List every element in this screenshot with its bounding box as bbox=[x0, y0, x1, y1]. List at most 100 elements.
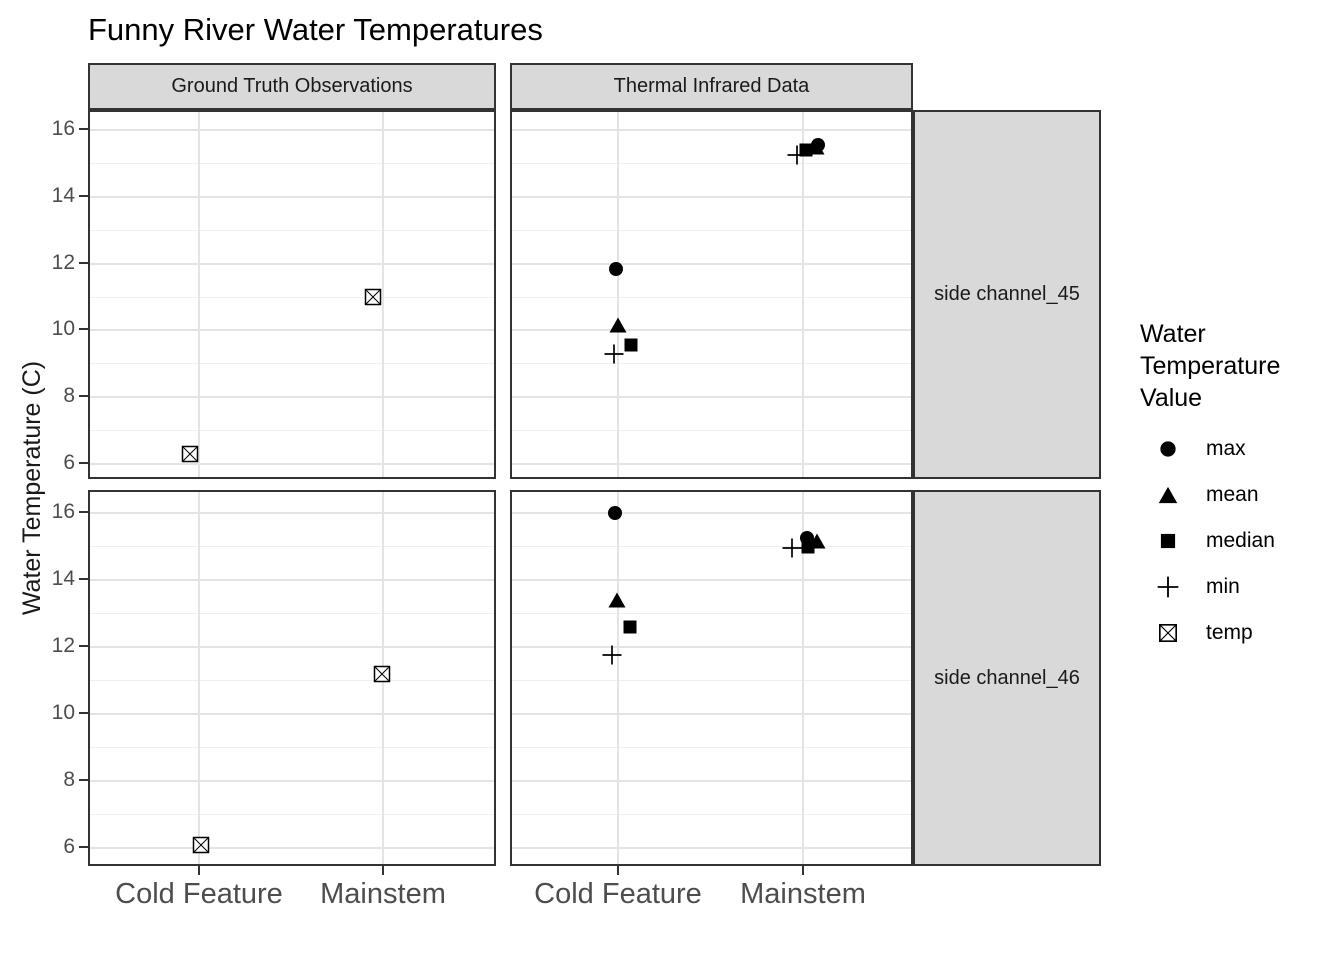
legend-item-label: mean bbox=[1206, 483, 1259, 506]
point-min bbox=[781, 537, 803, 559]
gridline-major bbox=[90, 396, 494, 399]
legend-item-label: min bbox=[1206, 575, 1240, 598]
y-tick-label: 8 bbox=[63, 768, 75, 791]
gridline-minor bbox=[90, 162, 494, 164]
point-max bbox=[604, 502, 626, 524]
x-axis-tick bbox=[617, 866, 619, 875]
panel-thermal-infrared-side-channel-45 bbox=[510, 110, 913, 479]
gridline-minor bbox=[512, 296, 911, 298]
y-tick-label: 6 bbox=[63, 835, 75, 858]
facet-strip-row-label: side channel_45 bbox=[934, 283, 1080, 305]
panel-thermal-infrared-side-channel-46 bbox=[510, 490, 913, 866]
gridline-minor bbox=[512, 747, 911, 748]
gridline-minor bbox=[90, 814, 494, 815]
y-axis-tick bbox=[79, 395, 88, 398]
y-tick-label: 16 bbox=[51, 117, 75, 140]
point-mean bbox=[806, 530, 828, 552]
point-median bbox=[620, 334, 642, 356]
gridline-major bbox=[90, 195, 494, 198]
gridline-major bbox=[90, 646, 494, 648]
y-axis-tick bbox=[79, 712, 88, 714]
plot-title: Funny River Water Temperatures bbox=[88, 12, 543, 47]
gridline-major bbox=[512, 129, 911, 131]
gridline-minor bbox=[90, 363, 494, 365]
legend-item-median: median bbox=[1140, 518, 1275, 564]
gridline-major bbox=[90, 579, 494, 581]
y-axis-tick bbox=[79, 328, 88, 331]
cross-square-icon bbox=[1156, 621, 1180, 645]
gridline-major-vertical bbox=[382, 112, 384, 477]
gridline-minor bbox=[512, 229, 911, 231]
point-max bbox=[807, 134, 829, 156]
gridline-minor bbox=[90, 296, 494, 298]
point-min bbox=[601, 644, 623, 666]
facet-strip-row-side-channel-46: side channel_46 bbox=[913, 490, 1101, 866]
point-mean bbox=[607, 314, 629, 336]
gridline-minor bbox=[90, 613, 494, 614]
y-axis-tick bbox=[79, 128, 88, 130]
y-tick-label: 8 bbox=[63, 384, 75, 408]
legend-item-label: max bbox=[1206, 437, 1246, 460]
y-axis-tick bbox=[79, 645, 88, 647]
gridline-minor bbox=[512, 430, 911, 432]
legend-item-mean: mean bbox=[1140, 472, 1275, 518]
gridline-minor bbox=[90, 680, 494, 681]
legend-title-line: Water bbox=[1140, 320, 1206, 348]
panel-ground-truth-side-channel-45 bbox=[88, 110, 496, 479]
legend: Water Temperature Value max mean median min… bbox=[1140, 318, 1344, 644]
gridline-minor bbox=[512, 363, 911, 365]
gridline-major bbox=[512, 329, 911, 332]
gridline-major-vertical bbox=[198, 112, 200, 477]
x-axis-tick bbox=[802, 866, 804, 875]
gridline-minor bbox=[512, 680, 911, 681]
y-axis-tick bbox=[79, 578, 88, 580]
gridline-major bbox=[90, 847, 494, 849]
y-tick-label: 12 bbox=[51, 250, 75, 274]
point-mean bbox=[606, 589, 628, 611]
gridline-major bbox=[512, 646, 911, 648]
point-max bbox=[796, 527, 818, 549]
gridline-major bbox=[512, 512, 911, 514]
gridline-minor bbox=[512, 814, 911, 815]
y-axis-tick bbox=[79, 779, 88, 781]
y-tick-label: 10 bbox=[51, 701, 75, 724]
gridline-minor bbox=[512, 162, 911, 164]
facet-strip-col-label: Thermal Infrared Data bbox=[613, 75, 810, 97]
gridline-major-vertical bbox=[617, 112, 619, 477]
x-tick-label: Mainstem bbox=[740, 878, 866, 910]
legend-items: max mean median min temp bbox=[1140, 426, 1275, 656]
gridline-major-vertical bbox=[802, 492, 804, 864]
point-min bbox=[603, 343, 625, 365]
square-icon bbox=[1156, 529, 1180, 553]
gridline-minor bbox=[90, 546, 494, 547]
gridline-major bbox=[90, 463, 494, 465]
legend-title-line: Temperature bbox=[1140, 352, 1281, 380]
legend-item-temp: temp bbox=[1140, 610, 1275, 656]
gridline-major bbox=[512, 262, 911, 265]
legend-title: Water Temperature Value bbox=[1140, 318, 1344, 414]
y-axis-tick bbox=[79, 194, 88, 197]
gridline-major bbox=[512, 195, 911, 198]
y-axis-tick bbox=[79, 261, 88, 264]
point-temp bbox=[179, 443, 201, 465]
x-tick-label: Cold Feature bbox=[115, 878, 283, 910]
panel-ground-truth-side-channel-46 bbox=[88, 490, 496, 866]
legend-title-line: Value bbox=[1140, 384, 1203, 412]
point-temp bbox=[362, 286, 384, 308]
y-axis-tick bbox=[79, 462, 88, 464]
gridline-major bbox=[512, 396, 911, 399]
gridline-minor bbox=[512, 613, 911, 614]
gridline-major bbox=[512, 713, 911, 715]
legend-item-max: max bbox=[1140, 426, 1275, 472]
gridline-major bbox=[512, 463, 911, 465]
y-axis-title: Water Temperature (C) bbox=[18, 360, 46, 616]
facet-strip-col-label: Ground Truth Observations bbox=[171, 75, 413, 97]
y-axis-tick bbox=[79, 511, 88, 513]
point-max bbox=[605, 258, 627, 280]
gridline-minor bbox=[90, 747, 494, 748]
legend-item-label: temp bbox=[1206, 621, 1253, 644]
x-tick-label: Cold Feature bbox=[534, 878, 702, 910]
y-tick-label: 14 bbox=[51, 183, 75, 207]
x-axis-tick bbox=[198, 866, 200, 875]
x-axis-tick bbox=[382, 866, 384, 875]
